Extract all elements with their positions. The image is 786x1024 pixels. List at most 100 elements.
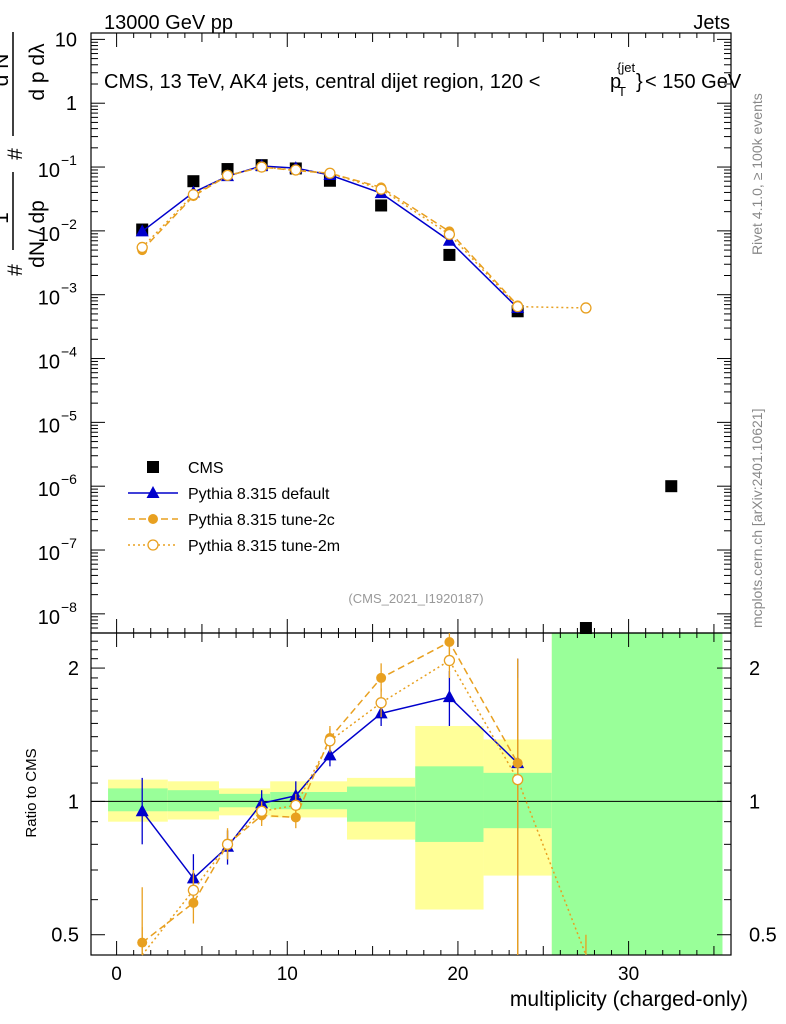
ratio-tick-label: 1: [68, 791, 79, 813]
ratio-tick-label: 2: [68, 658, 79, 680]
ratio-frame: [90, 632, 732, 956]
y-tick-exponent: −7: [61, 535, 77, 551]
data-point-main: [187, 188, 200, 201]
data-point-main: [290, 164, 302, 176]
band-green-1: [167, 790, 219, 812]
data-point-main: [135, 224, 149, 237]
legend-item-0: CMS: [147, 460, 224, 477]
ratio-tick-label-right: 1: [749, 791, 760, 813]
ratio-uncertainty-bands: [108, 633, 723, 955]
data-point-main: [580, 302, 592, 314]
ratio-y-label: Ratio to CMS: [23, 748, 40, 837]
series-line-main: [141, 165, 519, 309]
legend-marker: [147, 461, 159, 473]
chart-title-sub: T: [618, 84, 626, 99]
header-collision: 13000 GeV pp: [104, 12, 233, 34]
data-point-main: [579, 622, 592, 635]
chart-title-main: CMS, 13 TeV, AK4 jets, central dijet reg…: [104, 71, 540, 93]
data-point-ratio: [323, 748, 337, 761]
legend-label: Pythia 8.315 tune-2c: [188, 512, 335, 529]
data-point-main: [256, 161, 268, 173]
y-tick-label: 10: [38, 224, 60, 246]
y-tick-label: 10: [55, 29, 77, 51]
legend-label: Pythia 8.315 default: [188, 486, 330, 503]
analysis-id: (CMS_2021_I1920187): [348, 591, 483, 606]
axes: 0 10 20 3010110−110−210−310−410−510−610−710…: [38, 29, 777, 985]
data-point-main: [324, 167, 336, 179]
data-point-main: [512, 300, 524, 313]
chart-title-brace: }: [636, 71, 643, 93]
y-tick-label: 10: [38, 160, 60, 182]
y-tick-label: 10: [38, 415, 60, 437]
series-line-main: [141, 166, 519, 306]
ylabel-dn: dN / dp: [26, 200, 49, 268]
data-point-main: [375, 199, 388, 212]
y-tick-label: 10: [38, 607, 60, 629]
chart-title-p: p: [610, 71, 621, 93]
band-green-4: [347, 786, 416, 822]
x-tick-label: 30: [618, 964, 639, 985]
data-point-ratio: [135, 804, 149, 817]
chart-title-sup: {jet: [617, 60, 635, 75]
data-point-ratio: [290, 799, 302, 811]
y-tick-label: 1: [66, 93, 77, 115]
band-green-5: [415, 766, 484, 842]
legend-marker: [146, 486, 160, 498]
data-point-ratio: [444, 637, 455, 648]
legend: CMS Pythia 8.315 default Pythia 8.315 tune…: [128, 460, 340, 555]
ylabel-dpdl: d p dλ: [26, 43, 49, 101]
main-y-label: # 1 dN / dp # d N d p dλ: [0, 32, 49, 276]
data-point-main: [665, 480, 678, 493]
legend-item-2: Pythia 8.315 tune-2c: [128, 512, 335, 529]
chart-title-tail: < 150 GeV: [645, 71, 742, 93]
data-point-main: [443, 228, 456, 241]
band-green-7: [551, 633, 723, 955]
ylabel-one: 1: [0, 212, 13, 224]
data-point-main: [375, 183, 387, 195]
main-frame: [90, 32, 732, 634]
ratio-tick-label-right: 0.5: [749, 925, 777, 947]
y-tick-label: 10: [38, 288, 60, 310]
band-green-2: [219, 793, 271, 808]
data-point-main: [187, 175, 200, 188]
x-tick-label: 0: [111, 964, 122, 985]
series-0: [136, 159, 678, 635]
band-green-0: [108, 788, 168, 812]
data-point-main: [221, 169, 234, 182]
y-tick-exponent: −2: [61, 216, 77, 232]
ratio-tick-label-right: 2: [749, 658, 760, 680]
y-tick-exponent: −5: [61, 407, 77, 423]
data-point-ratio: [221, 838, 234, 850]
data-point-ratio: [256, 805, 268, 817]
y-tick-exponent: −6: [61, 471, 77, 487]
x-axis-label: multiplicity (charged-only): [510, 988, 748, 1011]
legend-label: CMS: [188, 460, 224, 477]
legend-item-3: Pythia 8.315 tune-2m: [128, 538, 340, 555]
series-3: [136, 161, 592, 956]
series-ratio-3: [141, 642, 587, 956]
data-point-ratio: [324, 735, 336, 747]
data-point-ratio: [187, 884, 200, 896]
x-tick-label: 20: [447, 964, 468, 985]
y-tick-exponent: −4: [61, 344, 77, 360]
data-point-main: [443, 248, 456, 261]
legend-label: Pythia 8.315 tune-2m: [188, 538, 340, 555]
data-point-ratio: [443, 654, 456, 667]
header-category: Jets: [693, 12, 730, 34]
series-line-main: [141, 166, 586, 309]
ylabel-d2n: d N: [0, 54, 13, 87]
ylabel-hash-2: #: [4, 148, 27, 160]
rivet-label: Rivet 4.1.0, ≥ 100k events: [749, 93, 765, 255]
legend-marker: [148, 514, 158, 524]
y-tick-exponent: −8: [61, 599, 77, 615]
y-tick-exponent: −3: [61, 280, 77, 296]
data-point-ratio: [375, 697, 387, 709]
y-tick-label: 10: [38, 479, 60, 501]
data-point-ratio: [442, 690, 456, 703]
y-tick-label: 10: [38, 543, 60, 565]
series-line-ratio: [141, 659, 587, 956]
mcplots-label: mcplots.cern.ch [arXiv:2401.10621]: [749, 409, 765, 628]
ratio-tick-label: 0.5: [51, 925, 79, 947]
series-layer: [135, 158, 678, 956]
y-tick-label: 10: [38, 352, 60, 374]
